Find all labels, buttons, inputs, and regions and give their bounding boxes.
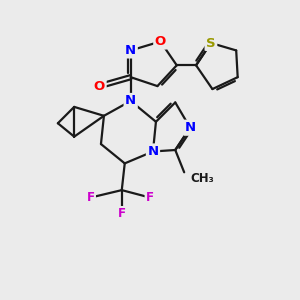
Text: S: S bbox=[206, 37, 216, 50]
Text: F: F bbox=[118, 207, 126, 220]
Text: O: O bbox=[155, 35, 166, 48]
Text: F: F bbox=[87, 191, 94, 204]
Text: CH₃: CH₃ bbox=[190, 172, 214, 185]
Text: F: F bbox=[146, 191, 154, 204]
Text: N: N bbox=[125, 44, 136, 57]
Text: N: N bbox=[184, 121, 196, 134]
Text: N: N bbox=[147, 145, 158, 158]
Text: N: N bbox=[125, 94, 136, 107]
Text: O: O bbox=[94, 80, 105, 93]
